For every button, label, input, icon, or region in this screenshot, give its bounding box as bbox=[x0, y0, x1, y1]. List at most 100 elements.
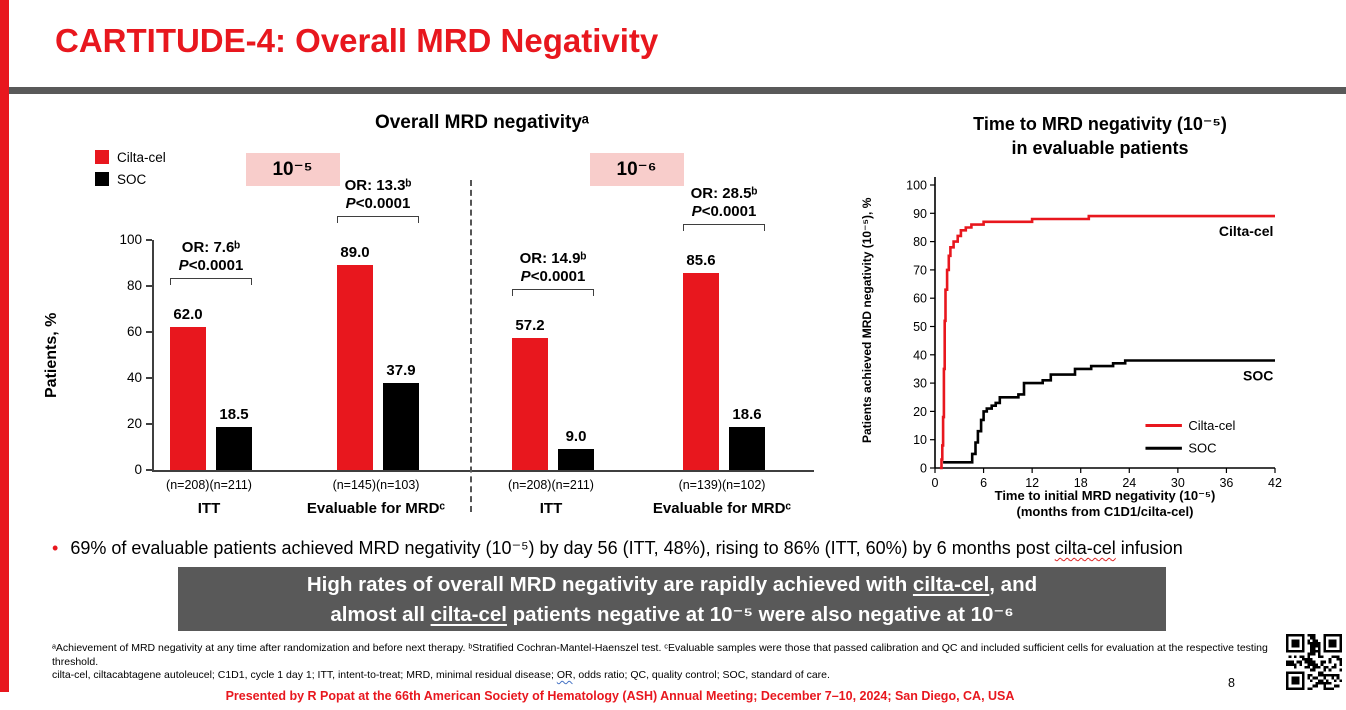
text-span: , odds ratio; QC, quality control; SOC, … bbox=[572, 669, 830, 681]
bar-value-label: 18.5 bbox=[219, 406, 249, 424]
odds-ratio-value: OR: 13.3ᵇ bbox=[344, 177, 412, 195]
bullet-text: 69% of evaluable patients achieved MRD n… bbox=[70, 538, 1183, 558]
x-tick-label: 0 bbox=[932, 476, 939, 490]
threshold-label-1: 10⁻⁶ bbox=[589, 153, 684, 186]
bar-chart-legend: Cilta-cel SOC bbox=[95, 146, 166, 190]
bar-value-label: 57.2 bbox=[515, 317, 545, 335]
p-value: P<0.0001 bbox=[178, 257, 244, 275]
or-comparison-bracket bbox=[337, 216, 419, 224]
bar-value-label: 37.9 bbox=[386, 361, 416, 379]
bar-value-label: 18.6 bbox=[732, 406, 762, 424]
y-axis-tick-mark bbox=[146, 377, 152, 379]
y-axis-tick-label: 20 bbox=[126, 416, 142, 431]
series-curve-soc bbox=[943, 359, 1275, 464]
bar-soc bbox=[558, 449, 594, 470]
conclusion-banner: High rates of overall MRD negativity are… bbox=[178, 567, 1166, 631]
p-value: P<0.0001 bbox=[520, 268, 586, 286]
bar-ciltacel bbox=[683, 273, 719, 470]
legend-entry-label: SOC bbox=[1188, 441, 1216, 456]
or-comparison-bracket bbox=[170, 278, 252, 286]
x-axis-label-line-1: Time to initial MRD negativity (10⁻⁵) bbox=[994, 488, 1216, 503]
y-axis-tick-mark bbox=[146, 239, 152, 241]
y-tick-label: 60 bbox=[913, 292, 927, 306]
emphasized-text: OR bbox=[556, 669, 573, 681]
text-span: patients negative at 10⁻⁵ were also nega… bbox=[506, 603, 1014, 626]
or-annotation: OR: 7.6ᵇ P<0.0001 bbox=[136, 239, 286, 275]
or-comparison-bracket bbox=[512, 289, 594, 297]
bar-chart-y-axis-label: Patients, % bbox=[43, 312, 60, 398]
y-axis-tick-label: 0 bbox=[134, 462, 142, 477]
footnote-abbreviations: cilta-cel, ciltacabtagene autoleucel; C1… bbox=[52, 669, 1277, 683]
threshold-label-0: 10⁻⁵ bbox=[245, 153, 340, 186]
legend-swatch-icon bbox=[95, 172, 109, 186]
page-title: CARTITUDE-4: Overall MRD Negativity bbox=[55, 22, 659, 59]
x-tick-label: 30 bbox=[1171, 476, 1185, 490]
y-tick-label: 80 bbox=[913, 235, 927, 249]
or-annotation: OR: 13.3ᵇ P<0.0001 bbox=[303, 177, 453, 213]
text-span: , and bbox=[989, 573, 1038, 596]
line-chart-plot: 0 10 20 30 40 50 60 70 80 90 100 0 6 12 18 24 30 36 42 Cilt… bbox=[906, 177, 1282, 490]
y-axis-tick-label: 100 bbox=[119, 232, 142, 247]
or-annotation: OR: 28.5ᵇ P<0.0001 bbox=[649, 185, 799, 221]
bar-value-label: 85.6 bbox=[686, 252, 716, 270]
bar-soc bbox=[383, 382, 419, 470]
bullet-icon: • bbox=[52, 538, 59, 558]
conclusion-line-1: High rates of overall MRD negativity are… bbox=[178, 570, 1166, 600]
y-axis-tick-mark bbox=[146, 423, 152, 425]
bar-soc bbox=[216, 427, 252, 470]
title-divider bbox=[0, 87, 1346, 94]
qr-modules bbox=[1286, 634, 1342, 690]
sample-size-label: (n=208)(n=211) bbox=[508, 478, 594, 492]
threshold-divider bbox=[470, 180, 472, 512]
y-axis-tick-label: 80 bbox=[126, 278, 142, 293]
footer-credit: Presented by R Popat at the 66th America… bbox=[225, 689, 1015, 703]
x-tick-label: 18 bbox=[1074, 476, 1088, 490]
line-chart-title: Time to MRD negativity (10⁻⁵) in evaluab… bbox=[973, 114, 1227, 158]
time-to-mrd-line-chart: Time to MRD negativity (10⁻⁵) in evaluab… bbox=[855, 112, 1340, 532]
text-span: infusion bbox=[1115, 538, 1183, 558]
bar-ciltacel bbox=[512, 338, 548, 470]
p-value: P<0.0001 bbox=[345, 195, 411, 213]
bar-value-label: 9.0 bbox=[565, 428, 587, 446]
key-finding-bullet: • 69% of evaluable patients achieved MRD … bbox=[52, 536, 1332, 560]
qr-code bbox=[1286, 634, 1342, 690]
or-comparison-bracket bbox=[683, 224, 765, 232]
y-tick-label: 70 bbox=[913, 263, 927, 277]
line-chart-y-axis-label: Patients achieved MRD negativity (10⁻⁵),… bbox=[860, 197, 874, 443]
bar-ciltacel bbox=[170, 327, 206, 470]
x-tick-label: 42 bbox=[1268, 476, 1282, 490]
bar-soc bbox=[729, 427, 765, 470]
sample-size-label: (n=208)(n=211) bbox=[166, 478, 252, 492]
emphasized-text: cilta-cel bbox=[912, 573, 990, 596]
series-curve-ciltacel bbox=[939, 214, 1275, 470]
series-end-label: Cilta-cel bbox=[1219, 223, 1273, 239]
emphasized-text: cilta-cel bbox=[1054, 538, 1116, 558]
legend-swatch-icon bbox=[95, 150, 109, 164]
x-axis-label-line-2: (months from C1D1/cilta-cel) bbox=[1016, 504, 1194, 519]
y-tick-label: 40 bbox=[913, 348, 927, 362]
legend-label: SOC bbox=[117, 171, 147, 187]
line-chart-x-axis-label: Time to initial MRD negativity (10⁻⁵) (m… bbox=[935, 488, 1275, 520]
y-axis-tick-mark bbox=[146, 331, 152, 333]
odds-ratio-value: OR: 14.9ᵇ bbox=[519, 250, 587, 268]
group-category-label: Evaluable for MRDᶜ bbox=[652, 500, 792, 517]
overall-mrd-bar-chart: Overall MRD negativityᵃ Patients, % Cilt… bbox=[40, 110, 845, 545]
odds-ratio-value: OR: 28.5ᵇ bbox=[690, 185, 758, 203]
group-category-label: Evaluable for MRDᶜ bbox=[306, 500, 446, 517]
footnotes: ᵃAchievement of MRD negativity at any ti… bbox=[52, 642, 1277, 683]
y-axis-tick-mark bbox=[146, 469, 152, 471]
odds-ratio-value: OR: 7.6ᵇ bbox=[181, 239, 241, 257]
y-tick-label: 30 bbox=[913, 377, 927, 391]
bar-value-label: 62.0 bbox=[173, 306, 203, 324]
text-span: cilta-cel, ciltacabtagene autoleucel; C1… bbox=[52, 669, 557, 681]
conclusion-line-2: almost all cilta-cel patients negative a… bbox=[178, 600, 1166, 630]
page-number: 8 bbox=[1228, 676, 1235, 690]
bar-plot-area: 62.0 18.5 OR: 7.6ᵇ P<0.0001 89.0 37.9 OR: 13.3… bbox=[152, 177, 814, 472]
legend-item-soc: SOC bbox=[95, 168, 166, 190]
bar-chart-title: Overall MRD negativityᵃ bbox=[374, 112, 590, 133]
x-tick-label: 12 bbox=[1025, 476, 1039, 490]
y-tick-label: 100 bbox=[906, 179, 927, 193]
x-tick-label: 6 bbox=[980, 476, 987, 490]
legend-label: Cilta-cel bbox=[117, 149, 166, 165]
